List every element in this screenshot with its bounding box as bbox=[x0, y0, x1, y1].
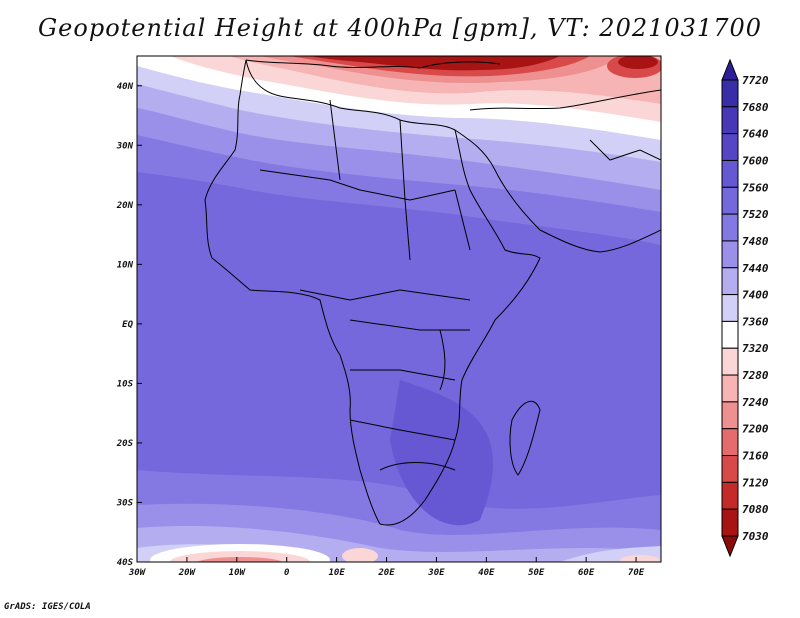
colorbar-level-label: 7680 bbox=[742, 101, 769, 114]
lon-tick-label: 30E bbox=[427, 568, 445, 578]
lon-tick-label: 30W bbox=[128, 568, 147, 578]
colorbar-level-label: 7560 bbox=[742, 181, 769, 194]
lon-tick-label: 10E bbox=[328, 568, 345, 578]
colorbar-level-label: 7600 bbox=[742, 154, 769, 167]
colorbar-swatch bbox=[721, 294, 739, 322]
colorbar-swatch bbox=[721, 159, 739, 188]
colorbar-swatch bbox=[721, 455, 739, 483]
colorbar-swatch bbox=[721, 79, 739, 108]
colorbar-level-label: 7400 bbox=[742, 289, 769, 302]
lon-tick-label: 20W bbox=[178, 568, 197, 578]
page-title: Geopotential Height at 400hPa [gpm], VT:… bbox=[38, 14, 762, 42]
plot-frame bbox=[136, 55, 662, 563]
lat-tick-label: 10N bbox=[117, 260, 134, 270]
lon-axis: 30W 20W 10W 0 10E 20E 30E 40E 50E 60E 70E bbox=[128, 557, 645, 578]
lat-tick-label: 20S bbox=[116, 439, 134, 449]
colorbar-level-label: 7160 bbox=[742, 450, 769, 463]
lon-tick-label: 10W bbox=[229, 568, 247, 578]
colorbar-level-label: 7520 bbox=[742, 208, 769, 221]
colorbar-level-label: 7080 bbox=[742, 503, 769, 516]
lon-tick-label: 40E bbox=[478, 568, 495, 578]
colorbar-swatch bbox=[721, 481, 739, 510]
colorbar-level-label: 7480 bbox=[742, 235, 769, 248]
colorbar: 7720 7680 7640 7600 7560 7520 7480 7440 7400 7360… bbox=[721, 58, 769, 558]
colorbar-level-label: 7120 bbox=[742, 476, 769, 489]
colorbar-swatch bbox=[721, 508, 739, 537]
colorbar-level-label: 7440 bbox=[742, 262, 769, 275]
colorbar-level-label: 7030 bbox=[742, 530, 769, 543]
colorbar-swatch bbox=[721, 213, 739, 242]
lon-tick-label: 70E bbox=[628, 568, 645, 578]
colorbar-swatch bbox=[721, 240, 739, 269]
colorbar-swatch bbox=[721, 267, 739, 296]
lat-tick-label: EQ bbox=[122, 320, 133, 330]
colorbar-level-label: 7640 bbox=[742, 128, 769, 141]
lat-tick-label: 30S bbox=[116, 498, 134, 508]
colorbar-level-label: 7280 bbox=[742, 369, 769, 382]
colorbar-level-label: 7240 bbox=[742, 396, 769, 409]
lat-tick-label: 20N bbox=[116, 201, 134, 211]
colorbar-swatch bbox=[721, 320, 739, 349]
lon-tick-label: 60E bbox=[578, 568, 595, 578]
colorbar-swatch bbox=[721, 347, 739, 376]
colorbar-level-label: 7320 bbox=[742, 342, 769, 355]
colorbar-swatch bbox=[721, 133, 739, 161]
colorbar-level-label: 7200 bbox=[742, 423, 769, 436]
lat-tick-label: 10S bbox=[117, 379, 134, 389]
colorbar-swatch bbox=[721, 428, 739, 457]
coastlines bbox=[204, 59, 661, 526]
colorbar-swatch bbox=[721, 186, 739, 215]
lon-tick-label: 20E bbox=[377, 568, 395, 578]
lat-tick-label: 40S bbox=[117, 558, 134, 568]
credit-text: GrADS: IGES/COLA bbox=[4, 602, 91, 612]
lat-tick-label: 30N bbox=[116, 141, 134, 151]
colorbar-bottom-arrow bbox=[721, 535, 739, 558]
height-field bbox=[137, 56, 661, 562]
colorbar-swatch bbox=[721, 401, 739, 430]
colorbar-level-label: 7360 bbox=[742, 315, 769, 328]
lon-tick-label: 50E bbox=[528, 568, 545, 578]
colorbar-swatch bbox=[721, 374, 739, 403]
lat-axis: 40N 30N 20N 10N EQ 10S 20S 30S 40S bbox=[116, 82, 142, 568]
colorbar-top-arrow bbox=[721, 58, 739, 81]
lon-tick-label: 0 bbox=[284, 568, 290, 578]
colorbar-swatch bbox=[721, 106, 739, 135]
lat-tick-label: 40N bbox=[117, 82, 134, 92]
colorbar-level-label: 7720 bbox=[742, 74, 769, 87]
